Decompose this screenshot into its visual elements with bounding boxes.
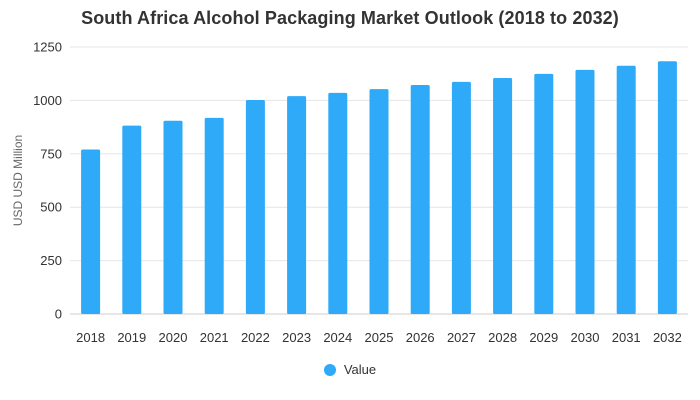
x-tick-label: 2025 xyxy=(365,330,394,345)
x-tick-label: 2023 xyxy=(282,330,311,345)
bar-2030[interactable] xyxy=(575,69,595,315)
x-tick-label: 2028 xyxy=(488,330,517,345)
x-tick-label: 2029 xyxy=(529,330,558,345)
x-tick-label: 2024 xyxy=(323,330,352,345)
y-axis-ticks: 0 250 500 750 1000 1250 xyxy=(33,40,62,322)
y-axis-label: USD USD Million xyxy=(11,135,25,226)
x-tick-label: 2020 xyxy=(159,330,188,345)
x-tick-label: 2018 xyxy=(76,330,105,345)
bar-2019[interactable] xyxy=(122,125,142,314)
x-tick-label: 2026 xyxy=(406,330,435,345)
x-tick-label: 2032 xyxy=(653,330,682,345)
x-tick-label: 2030 xyxy=(571,330,600,345)
y-tick-label: 250 xyxy=(40,253,62,268)
bar-2029[interactable] xyxy=(534,73,554,314)
legend[interactable]: Value xyxy=(0,362,700,377)
x-tick-label: 2031 xyxy=(612,330,641,345)
x-tick-label: 2027 xyxy=(447,330,476,345)
legend-marker-value xyxy=(323,363,336,376)
bar-2032[interactable] xyxy=(657,61,677,314)
bar-2023[interactable] xyxy=(287,96,307,315)
bar-2020[interactable] xyxy=(163,120,183,314)
y-tick-label: 750 xyxy=(40,146,62,161)
x-tick-label: 2021 xyxy=(200,330,229,345)
bar-2024[interactable] xyxy=(328,92,348,314)
chart-title: South Africa Alcohol Packaging Market Ou… xyxy=(81,8,619,28)
bar-2026[interactable] xyxy=(410,85,430,314)
bar-2022[interactable] xyxy=(245,99,265,314)
bar-2031[interactable] xyxy=(616,65,636,314)
x-tick-label: 2019 xyxy=(117,330,146,345)
bar-2018[interactable] xyxy=(81,149,101,314)
y-tick-label: 0 xyxy=(55,307,62,322)
legend-label-value: Value xyxy=(343,362,377,377)
bar-2025[interactable] xyxy=(369,89,389,315)
bar-series-value xyxy=(81,61,677,315)
y-tick-label: 1250 xyxy=(33,40,62,55)
x-tick-label: 2022 xyxy=(241,330,270,345)
bar-2028[interactable] xyxy=(493,77,513,314)
y-tick-label: 1000 xyxy=(33,93,62,108)
bar-2021[interactable] xyxy=(204,117,224,315)
bar-2027[interactable] xyxy=(451,81,471,314)
y-tick-label: 500 xyxy=(40,200,62,215)
x-axis-ticks: 2018 2019 2020 2021 2022 2023 2024 2025 2026 2027… xyxy=(76,330,682,345)
